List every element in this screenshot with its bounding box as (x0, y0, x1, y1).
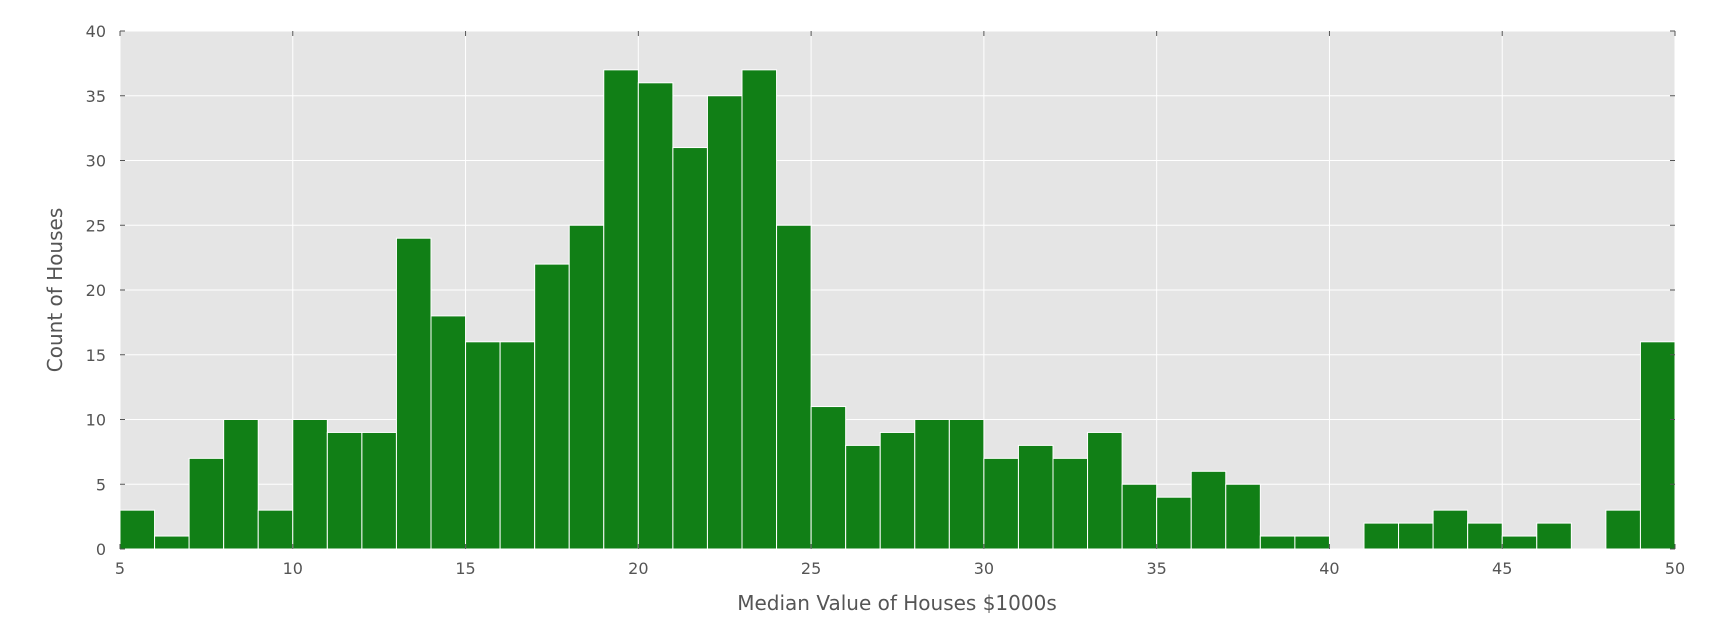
bar-20 (810, 406, 847, 550)
bar-2 (188, 457, 225, 550)
bar-40 (1501, 535, 1538, 550)
y-axis-title: Count of Houses (43, 208, 67, 372)
bar-24 (948, 419, 985, 550)
x-tick-label-0: 5 (115, 559, 125, 578)
bar-33 (1259, 535, 1296, 550)
bar-30 (1156, 496, 1192, 550)
y-tick-label-6: 30 (86, 152, 106, 171)
bar-44 (1639, 341, 1676, 550)
bar-26 (1017, 444, 1054, 550)
bar-9 (430, 315, 467, 550)
bar-19 (776, 224, 812, 550)
y-tick-label-4: 20 (86, 281, 106, 300)
bar-38 (1432, 509, 1469, 550)
x-tick-label-8: 45 (1492, 559, 1512, 578)
y-tick-labels: 0 5 10 15 20 25 30 35 40 (86, 22, 106, 559)
bar-3 (223, 419, 259, 550)
y-tick-label-3: 15 (86, 346, 106, 365)
y-tick-label-0: 0 (96, 540, 106, 559)
y-tick-label-1: 5 (96, 475, 106, 494)
bar-8 (395, 237, 432, 550)
x-tick-label-4: 25 (801, 559, 821, 578)
bar-12 (534, 263, 570, 550)
x-tick-labels: 5 10 15 20 25 30 35 40 45 50 (115, 559, 1685, 578)
x-tick-label-3: 20 (628, 559, 648, 578)
bar-43 (1605, 509, 1641, 550)
bar-22 (879, 431, 916, 550)
bar-5 (292, 419, 328, 550)
x-tick-label-5: 30 (974, 559, 994, 578)
bar-27 (1052, 457, 1089, 550)
x-tick-label-1: 10 (283, 559, 303, 578)
y-tick-label-7: 35 (86, 87, 106, 106)
bar-31 (1190, 470, 1227, 550)
bar-0 (119, 509, 156, 550)
y-tick-label-5: 25 (86, 216, 106, 235)
bar-17 (706, 95, 743, 550)
bar-4 (257, 509, 294, 550)
bar-25 (983, 457, 1019, 550)
bar-13 (568, 224, 605, 550)
bar-29 (1121, 483, 1158, 550)
bar-34 (1294, 535, 1330, 550)
bar-7 (361, 431, 397, 550)
bar-23 (914, 419, 950, 550)
x-tick-label-9: 50 (1665, 559, 1685, 578)
x-tick-label-6: 35 (1146, 559, 1166, 578)
bar-37 (1398, 522, 1434, 550)
bar-16 (672, 147, 708, 550)
bar-11 (499, 341, 536, 550)
x-tick-label-2: 15 (455, 559, 475, 578)
y-tick-label-2: 10 (86, 411, 106, 430)
axis-ticks (119, 30, 1676, 550)
bar-18 (741, 69, 778, 550)
bar-21 (845, 444, 881, 550)
bar-36 (1363, 522, 1400, 550)
bar-32 (1225, 483, 1261, 550)
bars (119, 69, 1676, 550)
bar-10 (465, 341, 501, 550)
bar-1 (154, 535, 190, 550)
x-tick-label-7: 40 (1319, 559, 1339, 578)
bar-6 (326, 431, 363, 550)
x-axis-title: Median Value of Houses $1000s (737, 591, 1057, 615)
y-tick-label-8: 40 (86, 22, 106, 41)
bar-39 (1467, 522, 1503, 550)
bar-41 (1536, 522, 1572, 550)
bar-15 (637, 82, 674, 550)
bar-14 (603, 69, 639, 550)
bar-28 (1087, 431, 1123, 550)
